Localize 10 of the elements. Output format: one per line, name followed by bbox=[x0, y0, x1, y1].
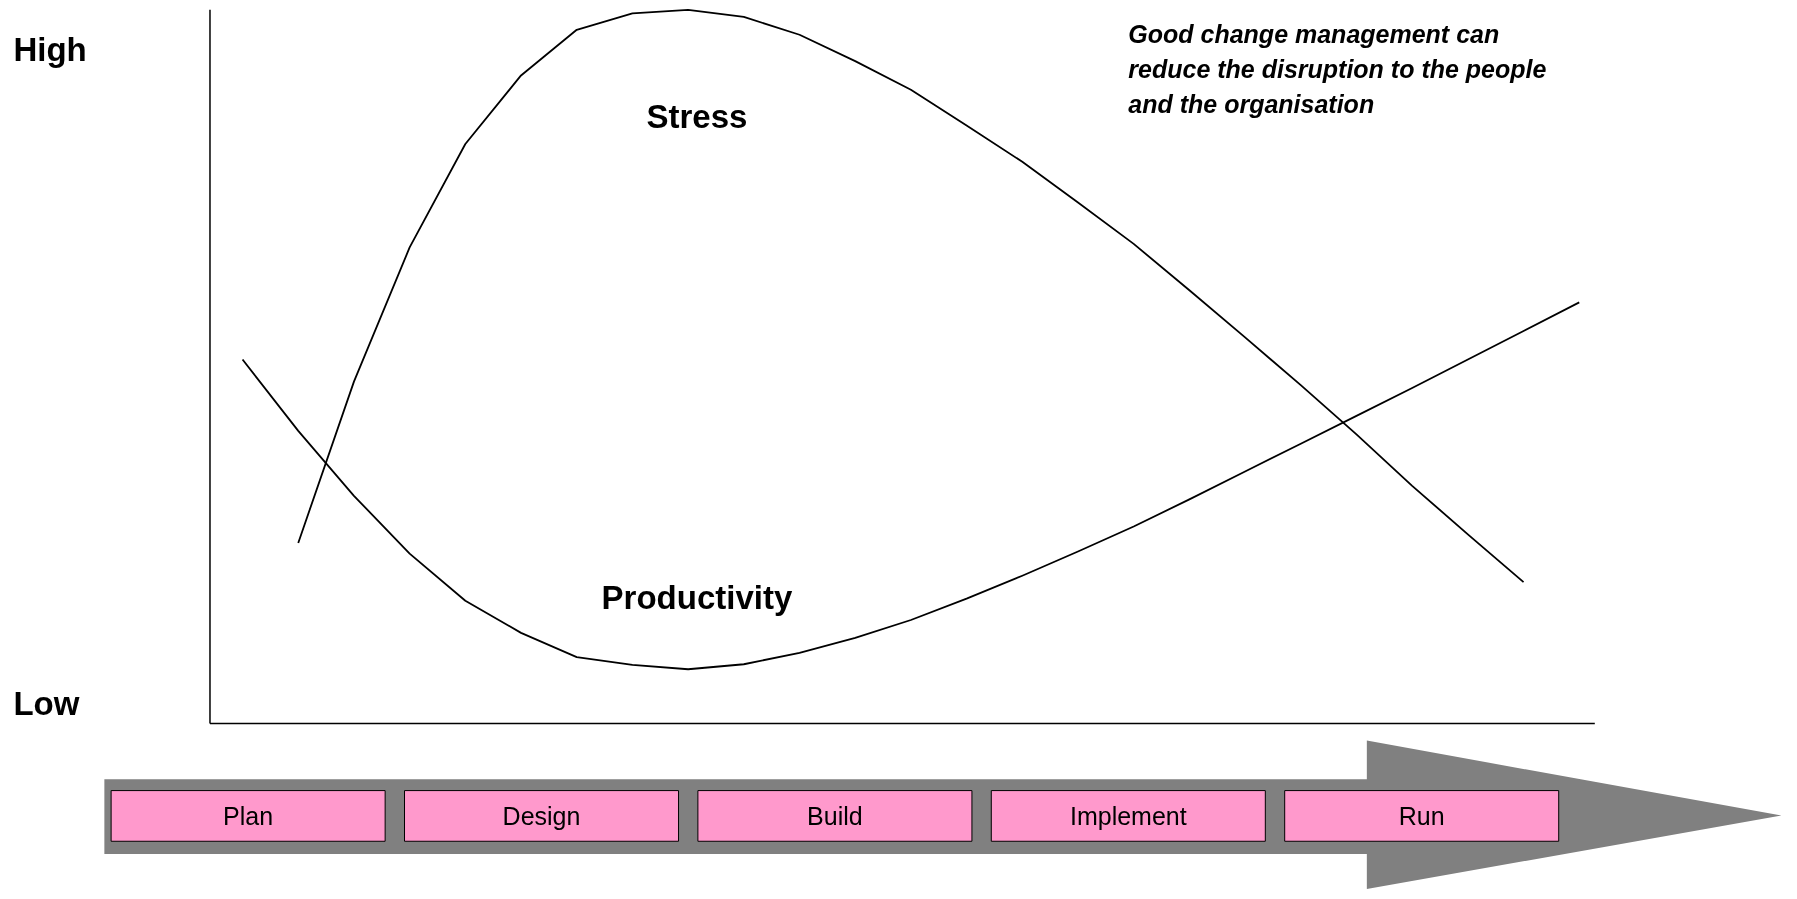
text: Build bbox=[807, 802, 863, 831]
text: Implement bbox=[1069, 802, 1187, 831]
annotation: Good change management can reduce the disruption to the people and the organisation bbox=[1128, 20, 1547, 119]
text: Low bbox=[13, 685, 80, 723]
text: High bbox=[13, 30, 87, 68]
series-label: Productivity bbox=[601, 579, 793, 617]
text: Run bbox=[1398, 802, 1445, 831]
text: Stress bbox=[646, 98, 748, 136]
text: Design bbox=[502, 802, 581, 831]
text: Plan bbox=[223, 802, 274, 831]
